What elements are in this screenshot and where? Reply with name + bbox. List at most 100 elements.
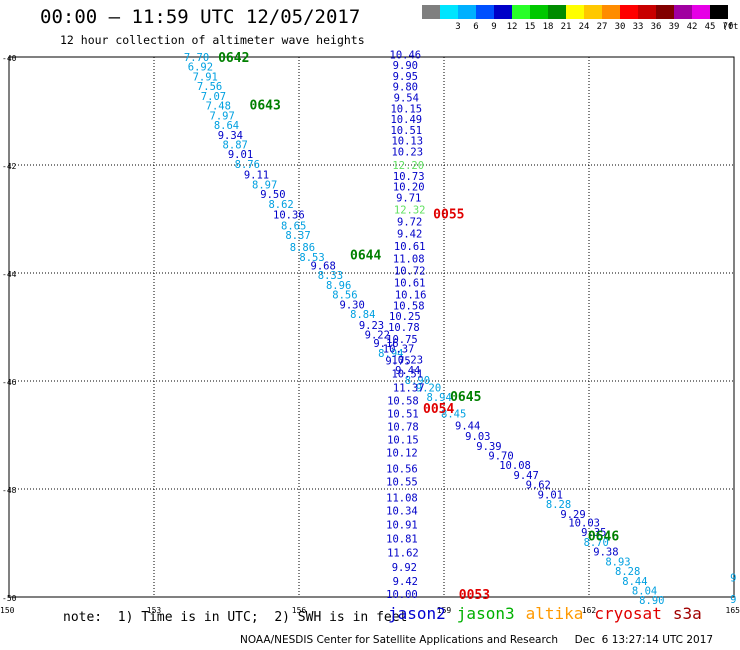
wave-height-value: 9.01 xyxy=(228,149,253,161)
pass-time-label: 0643 xyxy=(250,99,281,114)
wave-height-value: 10.49 xyxy=(390,114,422,126)
wave-height-value: 9.03 xyxy=(465,431,490,443)
scale-tick-label: 21 xyxy=(560,22,572,32)
scale-tick-label: 15 xyxy=(524,22,536,32)
wave-height-value: 10.91 xyxy=(386,520,418,532)
wave-height-value: 6.92 xyxy=(188,62,213,74)
wave-height-value: 8.90 xyxy=(405,375,430,387)
wave-height-value: 8.90 xyxy=(639,595,664,607)
scale-tick-label: 45 xyxy=(704,22,716,32)
pass-time-labels: 0642 0643 0644 0645 0646 0055 0054 0053 xyxy=(218,51,619,603)
wave-height-value: 9.22 xyxy=(365,330,390,342)
scale-swatch xyxy=(620,5,638,19)
wave-height-value: 9.23 xyxy=(359,320,384,332)
wave-height-value: 9.39 xyxy=(476,441,501,453)
wave-height-value: 9.54 xyxy=(394,93,419,105)
scale-tick-label: 27 xyxy=(596,22,608,32)
wave-height-value: 8.86 xyxy=(290,242,315,254)
wave-height-value: 10.58 xyxy=(393,300,425,312)
scale-tick-label: 70 xyxy=(722,22,734,32)
wave-height-value: 9.44 xyxy=(395,365,420,377)
wave-height-value: 8.96 xyxy=(326,280,351,292)
wave-height-value: 9.30 xyxy=(340,299,365,311)
wave-height-value: 9.35 xyxy=(581,527,606,539)
wave-height-value: 10.16 xyxy=(395,290,427,302)
scale-swatch xyxy=(494,5,512,19)
credit-line: NOAA/NESDIS Center for Satellite Applica… xyxy=(240,634,714,646)
longitude-label: 162 xyxy=(582,606,597,615)
longitude-label: 153 xyxy=(147,606,162,615)
wave-height-value: 8.53 xyxy=(299,252,324,264)
wave-height-value: 8.65 xyxy=(281,220,306,232)
wave-height-value: 9.11 xyxy=(244,170,269,182)
wave-height-value: 10.20 xyxy=(393,182,425,194)
wave-height-value: 8.33 xyxy=(318,270,343,282)
wave-height-value: 9.38 xyxy=(593,547,618,559)
wave-height-value: 8.94 xyxy=(427,392,452,404)
wave-height-value: 10.78 xyxy=(388,322,420,334)
wave-height-value: 10.75 xyxy=(386,334,418,346)
wave-height-value: 10.58 xyxy=(387,395,419,407)
scale-swatch xyxy=(656,5,674,19)
wave-height-value: 9.62 xyxy=(526,480,551,492)
wave-height-value: 10.51 xyxy=(387,408,419,420)
legend-item-altika: altika xyxy=(525,604,584,623)
wave-height-value: 10.13 xyxy=(391,136,423,148)
wave-height-value: 11.08 xyxy=(393,253,425,265)
legend-item-s3a: s3a xyxy=(672,604,702,623)
wave-height-value: 10.25 xyxy=(389,311,421,323)
wave-height-value: 9.34 xyxy=(218,130,243,142)
footnote: note: 1) Time is in UTC; 2) SWH is in fe… xyxy=(63,610,408,625)
wave-height-value: 10.78 xyxy=(387,421,419,433)
wave-height-value: 9.70 xyxy=(488,451,513,463)
legend-item-jason2: jason2 xyxy=(388,604,446,623)
wave-height-value: 9.71 xyxy=(396,192,421,204)
latitude-label: -50 xyxy=(2,594,17,603)
wave-height-value: 9.29 xyxy=(560,509,585,521)
wave-height-value: 10.08 xyxy=(499,460,531,472)
wave-height-value: 7.56 xyxy=(197,81,222,93)
wave-height-value: 9.90 xyxy=(393,60,418,72)
map-frame xyxy=(8,56,735,598)
wave-height-value: 8.97 xyxy=(252,179,277,191)
wave-height-value: 10.72 xyxy=(394,265,426,277)
wave-height-value: 9.92 xyxy=(392,562,417,574)
wave-height-value: 10.73 xyxy=(393,171,425,183)
scale-swatch xyxy=(422,5,440,19)
wave-height-value: 9.95 xyxy=(393,71,418,83)
scale-swatch xyxy=(674,5,692,19)
scale-swatch xyxy=(512,5,530,19)
wave-height-value: 9.44 xyxy=(455,420,480,432)
wave-height-value: 8.76 xyxy=(235,159,260,171)
wave-height-value: 10.34 xyxy=(386,506,418,518)
wave-height-value: 10.03 xyxy=(568,517,600,529)
wave-height-value: 12.32 xyxy=(394,204,426,216)
longitude-label: 165 xyxy=(726,606,740,615)
wave-height-value: 9 xyxy=(730,573,736,585)
wave-height-value: 10.51 xyxy=(390,125,422,137)
wave-height-value: 10.15 xyxy=(387,434,419,446)
wave-height-value: 10.12 xyxy=(386,447,418,459)
latitude-label: -46 xyxy=(2,378,17,387)
scale-tick-label: 3 xyxy=(455,22,461,32)
scale-swatch xyxy=(548,5,566,19)
wave-height-value: 10.61 xyxy=(394,278,426,290)
legend-item-jason3: jason3 xyxy=(456,604,515,623)
wave-height-value: 7.97 xyxy=(210,110,235,122)
wave-height-value: 9.75 xyxy=(385,355,410,367)
wave-height-value: 10.81 xyxy=(386,534,418,546)
scale-tick-label: 39 xyxy=(668,22,680,32)
pass-time-label: 0053 xyxy=(459,588,490,603)
wave-height-value: 9.42 xyxy=(397,229,422,241)
pass-time-label: 0642 xyxy=(218,51,249,66)
scale-swatch xyxy=(602,5,620,19)
wave-height-value: 9.01 xyxy=(538,489,563,501)
wave-height-value: 9.68 xyxy=(311,260,336,272)
wave-height-values: 7.706.927.917.567.077.487.978.649.348.87… xyxy=(184,49,737,607)
wave-height-value: 9.80 xyxy=(393,82,418,94)
scale-tick-label: 33 xyxy=(632,22,644,32)
scale-swatch xyxy=(476,5,494,19)
wave-height-value: 8.04 xyxy=(632,586,657,598)
wave-height-value: 8.44 xyxy=(622,576,647,588)
